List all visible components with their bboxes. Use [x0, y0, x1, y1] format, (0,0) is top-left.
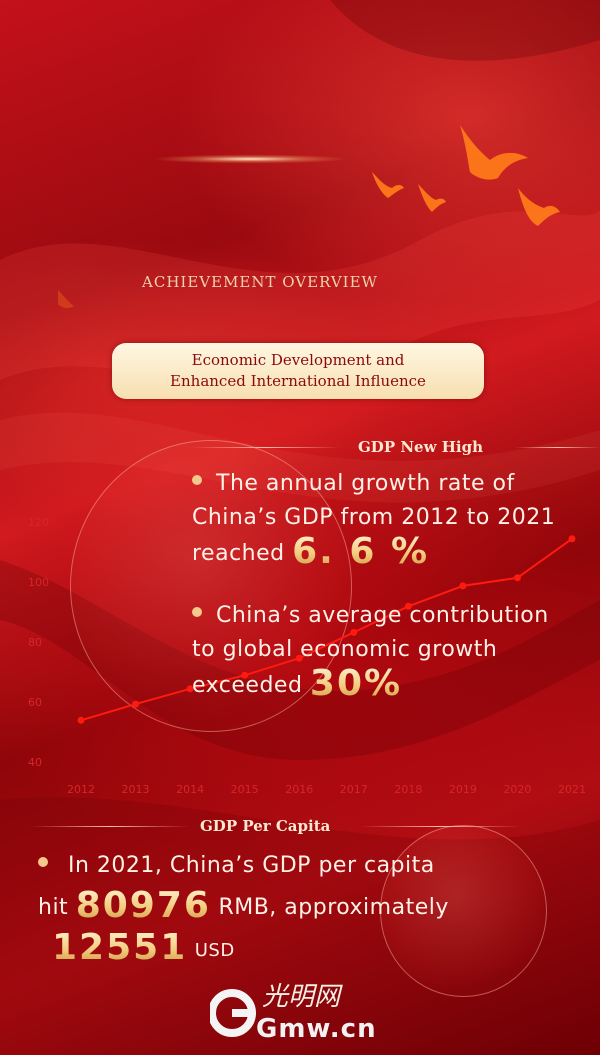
section-heading-per-capita: GDP Per Capita — [200, 817, 331, 835]
title-line-1: CHINA — [49, 56, 311, 124]
title-light-flare — [120, 150, 380, 168]
gdp-data-point — [350, 628, 358, 636]
x-tick-label: 2016 — [285, 783, 313, 796]
per-capita-hit: hit — [38, 895, 69, 920]
point-2-line-c: exceeded — [192, 673, 303, 698]
section-rule-left-2 — [30, 826, 190, 827]
page-subtitle: ACHIEVEMENT OVERVIEW — [142, 273, 378, 291]
gdp-data-point — [132, 700, 140, 708]
gdp-point-2: China’s average contribution to global e… — [192, 599, 592, 703]
gdp-series-line — [80, 537, 573, 722]
bullet-icon — [38, 857, 48, 867]
section-rule-left — [190, 447, 340, 448]
section-rule-right-2 — [360, 826, 520, 827]
page-title: CHINA IN A DECADE — [0, 58, 360, 250]
logo-chars: 光明网 — [262, 982, 343, 1012]
section-heading-gdp: GDP New High — [358, 438, 483, 456]
gdp-data-point — [459, 582, 467, 590]
gdp-data-point — [241, 671, 249, 679]
point-2-line-a: China’s average contribution — [216, 603, 549, 628]
x-tick-label: 2012 — [67, 783, 95, 796]
x-tick-label: 2018 — [394, 783, 422, 796]
per-capita-rmb-text: RMB, approximately — [218, 895, 449, 920]
point-1-line-b: China’s GDP from 2012 to 2021 — [192, 505, 556, 530]
per-capita-point: In 2021, China’s GDP per capita hit 8097… — [38, 846, 578, 971]
topic-banner: Economic Development and Enhanced Intern… — [112, 343, 484, 399]
decor-circle-small — [380, 825, 547, 997]
bullet-icon — [192, 475, 202, 485]
gdp-data-point — [186, 685, 194, 693]
gdp-data-point — [295, 654, 303, 662]
y-tick-label: 100 — [28, 576, 49, 589]
gdp-point-1: The annual growth rate of China’s GDP fr… — [192, 467, 592, 571]
x-tick-label: 2019 — [449, 783, 477, 796]
per-capita-line-a: In 2021, China’s GDP per capita — [68, 853, 435, 878]
y-tick-label: 60 — [28, 696, 42, 709]
title-line-2: IN A — [98, 122, 262, 185]
gdp-data-point — [404, 602, 412, 610]
x-tick-label: 2021 — [558, 783, 586, 796]
x-tick-label: 2017 — [340, 783, 368, 796]
growth-rate-value: 6. 6 % — [292, 531, 430, 572]
x-tick-label: 2014 — [176, 783, 204, 796]
per-capita-usd-value: 12551 — [52, 927, 188, 968]
y-tick-label: 40 — [28, 756, 42, 769]
x-tick-label: 2013 — [122, 783, 150, 796]
per-capita-usd-text: USD — [194, 940, 235, 961]
x-tick-label: 2020 — [503, 783, 531, 796]
title-line-3: DECADE — [9, 183, 351, 253]
y-tick-label: 80 — [28, 636, 42, 649]
gdp-data-point — [568, 535, 576, 543]
gmw-logo: 光明网 Gmw.cn — [210, 982, 377, 1044]
gdp-line-chart: 40 60 80 100 120 2012 2013 2014 2015 2016 2017 2018… — [28, 516, 586, 796]
per-capita-rmb-value: 80976 — [75, 885, 211, 926]
banner-line-2: Enhanced International Influence — [170, 372, 426, 390]
point-1-line-c: reached — [192, 541, 285, 566]
y-tick-label: 120 — [28, 516, 49, 529]
bullet-icon — [192, 607, 202, 617]
gdp-data-point — [513, 574, 521, 582]
banner-line-1: Economic Development and — [191, 351, 405, 369]
logo-text: Gmw.cn — [256, 1014, 377, 1044]
gdp-data-point — [77, 716, 85, 724]
point-2-line-b: to global economic growth — [192, 637, 498, 662]
section-rule-right — [515, 447, 600, 448]
contribution-value: 30% — [309, 663, 403, 704]
x-tick-label: 2015 — [231, 783, 259, 796]
point-1-line-a: The annual growth rate of — [216, 471, 515, 496]
dove-icon — [58, 125, 560, 309]
